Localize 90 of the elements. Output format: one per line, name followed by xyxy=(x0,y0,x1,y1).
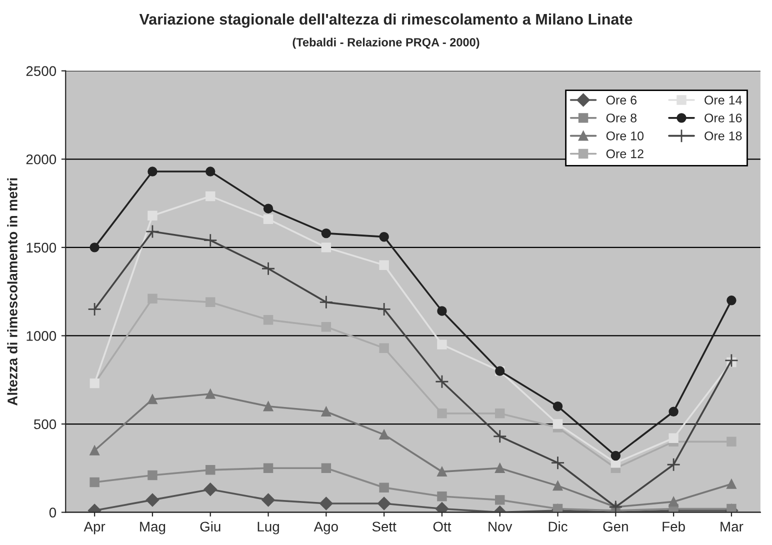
y-tick-label: 1500 xyxy=(26,242,56,253)
point xyxy=(263,463,274,474)
x-tick-label: Mag xyxy=(140,522,166,534)
point xyxy=(203,233,218,248)
y-tick-label: 2000 xyxy=(26,154,56,164)
point xyxy=(206,297,216,308)
x-tick-label: Ago xyxy=(314,522,338,534)
point xyxy=(437,306,447,316)
point xyxy=(377,302,392,316)
x-tick-label: Nov xyxy=(488,522,512,532)
point xyxy=(666,458,681,472)
point xyxy=(148,394,158,404)
y-axis-title: Altezza di rimescolamento in metri xyxy=(7,178,18,406)
y-tick-label: 0 xyxy=(49,508,56,518)
point xyxy=(206,465,216,475)
point xyxy=(148,470,158,480)
point xyxy=(495,463,505,474)
point xyxy=(146,224,160,238)
x-tick-label: Ott xyxy=(433,522,452,532)
point xyxy=(552,419,563,429)
x-tick-label: Mar xyxy=(720,522,744,532)
point xyxy=(437,340,447,350)
point xyxy=(321,242,332,252)
point xyxy=(379,343,389,353)
point xyxy=(668,496,678,507)
point xyxy=(552,401,563,412)
point xyxy=(263,314,274,325)
point xyxy=(321,406,332,417)
point xyxy=(263,214,274,224)
point xyxy=(321,228,332,238)
x-tick-label: Gen xyxy=(603,522,628,532)
point xyxy=(550,456,565,470)
point xyxy=(379,430,389,440)
point xyxy=(90,477,100,488)
legend-label: Ore 14 xyxy=(704,96,742,105)
point xyxy=(262,493,275,507)
point xyxy=(377,496,391,510)
legend-label: Ore 12 xyxy=(606,149,644,158)
point xyxy=(148,166,158,176)
point xyxy=(437,408,447,418)
legend-label: Ore 8 xyxy=(606,114,637,122)
legend-label: Ore 16 xyxy=(704,114,742,122)
legend-label: Ore 10 xyxy=(606,131,644,140)
point xyxy=(319,295,334,310)
point xyxy=(321,463,332,474)
point xyxy=(437,466,447,477)
point xyxy=(320,496,333,510)
point xyxy=(88,302,102,316)
point xyxy=(263,401,274,412)
point xyxy=(261,262,276,276)
chart-title: Variazione stagionale dell'altezza di rimescolamento a Milano Linate xyxy=(139,13,632,28)
point xyxy=(206,166,216,176)
point xyxy=(321,322,332,332)
legend-label: Ore 6 xyxy=(606,96,637,105)
point xyxy=(90,446,100,456)
x-tick-label: Sett xyxy=(372,522,396,532)
point xyxy=(726,479,736,489)
point xyxy=(206,389,216,399)
chart-subtitle: (Tebaldi - Relazione PRQA - 2000) xyxy=(292,38,480,49)
point xyxy=(435,374,449,389)
y-tick-label: 1000 xyxy=(26,331,56,341)
point xyxy=(148,210,158,221)
x-tick-label: Lug xyxy=(258,522,279,534)
point xyxy=(495,408,505,418)
point xyxy=(379,232,389,242)
point xyxy=(724,353,738,368)
point xyxy=(146,493,160,507)
point xyxy=(492,429,507,444)
point xyxy=(610,450,621,461)
x-tick-label: Apr xyxy=(84,522,106,534)
y-tick-label: 500 xyxy=(34,419,56,430)
point xyxy=(204,482,217,496)
point xyxy=(668,406,678,417)
point xyxy=(552,480,563,491)
point xyxy=(379,482,389,492)
y-tick-label: 2500 xyxy=(26,66,56,76)
x-tick-label: Feb xyxy=(662,521,685,532)
x-tick-label: Giu xyxy=(200,521,220,532)
point xyxy=(379,260,389,270)
legend-label: Ore 18 xyxy=(704,131,742,140)
point xyxy=(726,296,736,306)
point xyxy=(148,294,158,304)
point xyxy=(726,436,736,447)
x-tick-label: Dic xyxy=(548,521,568,532)
point xyxy=(437,492,447,502)
point xyxy=(90,242,100,252)
point xyxy=(495,495,505,505)
point xyxy=(263,204,274,214)
point xyxy=(206,191,216,202)
point xyxy=(668,433,678,443)
